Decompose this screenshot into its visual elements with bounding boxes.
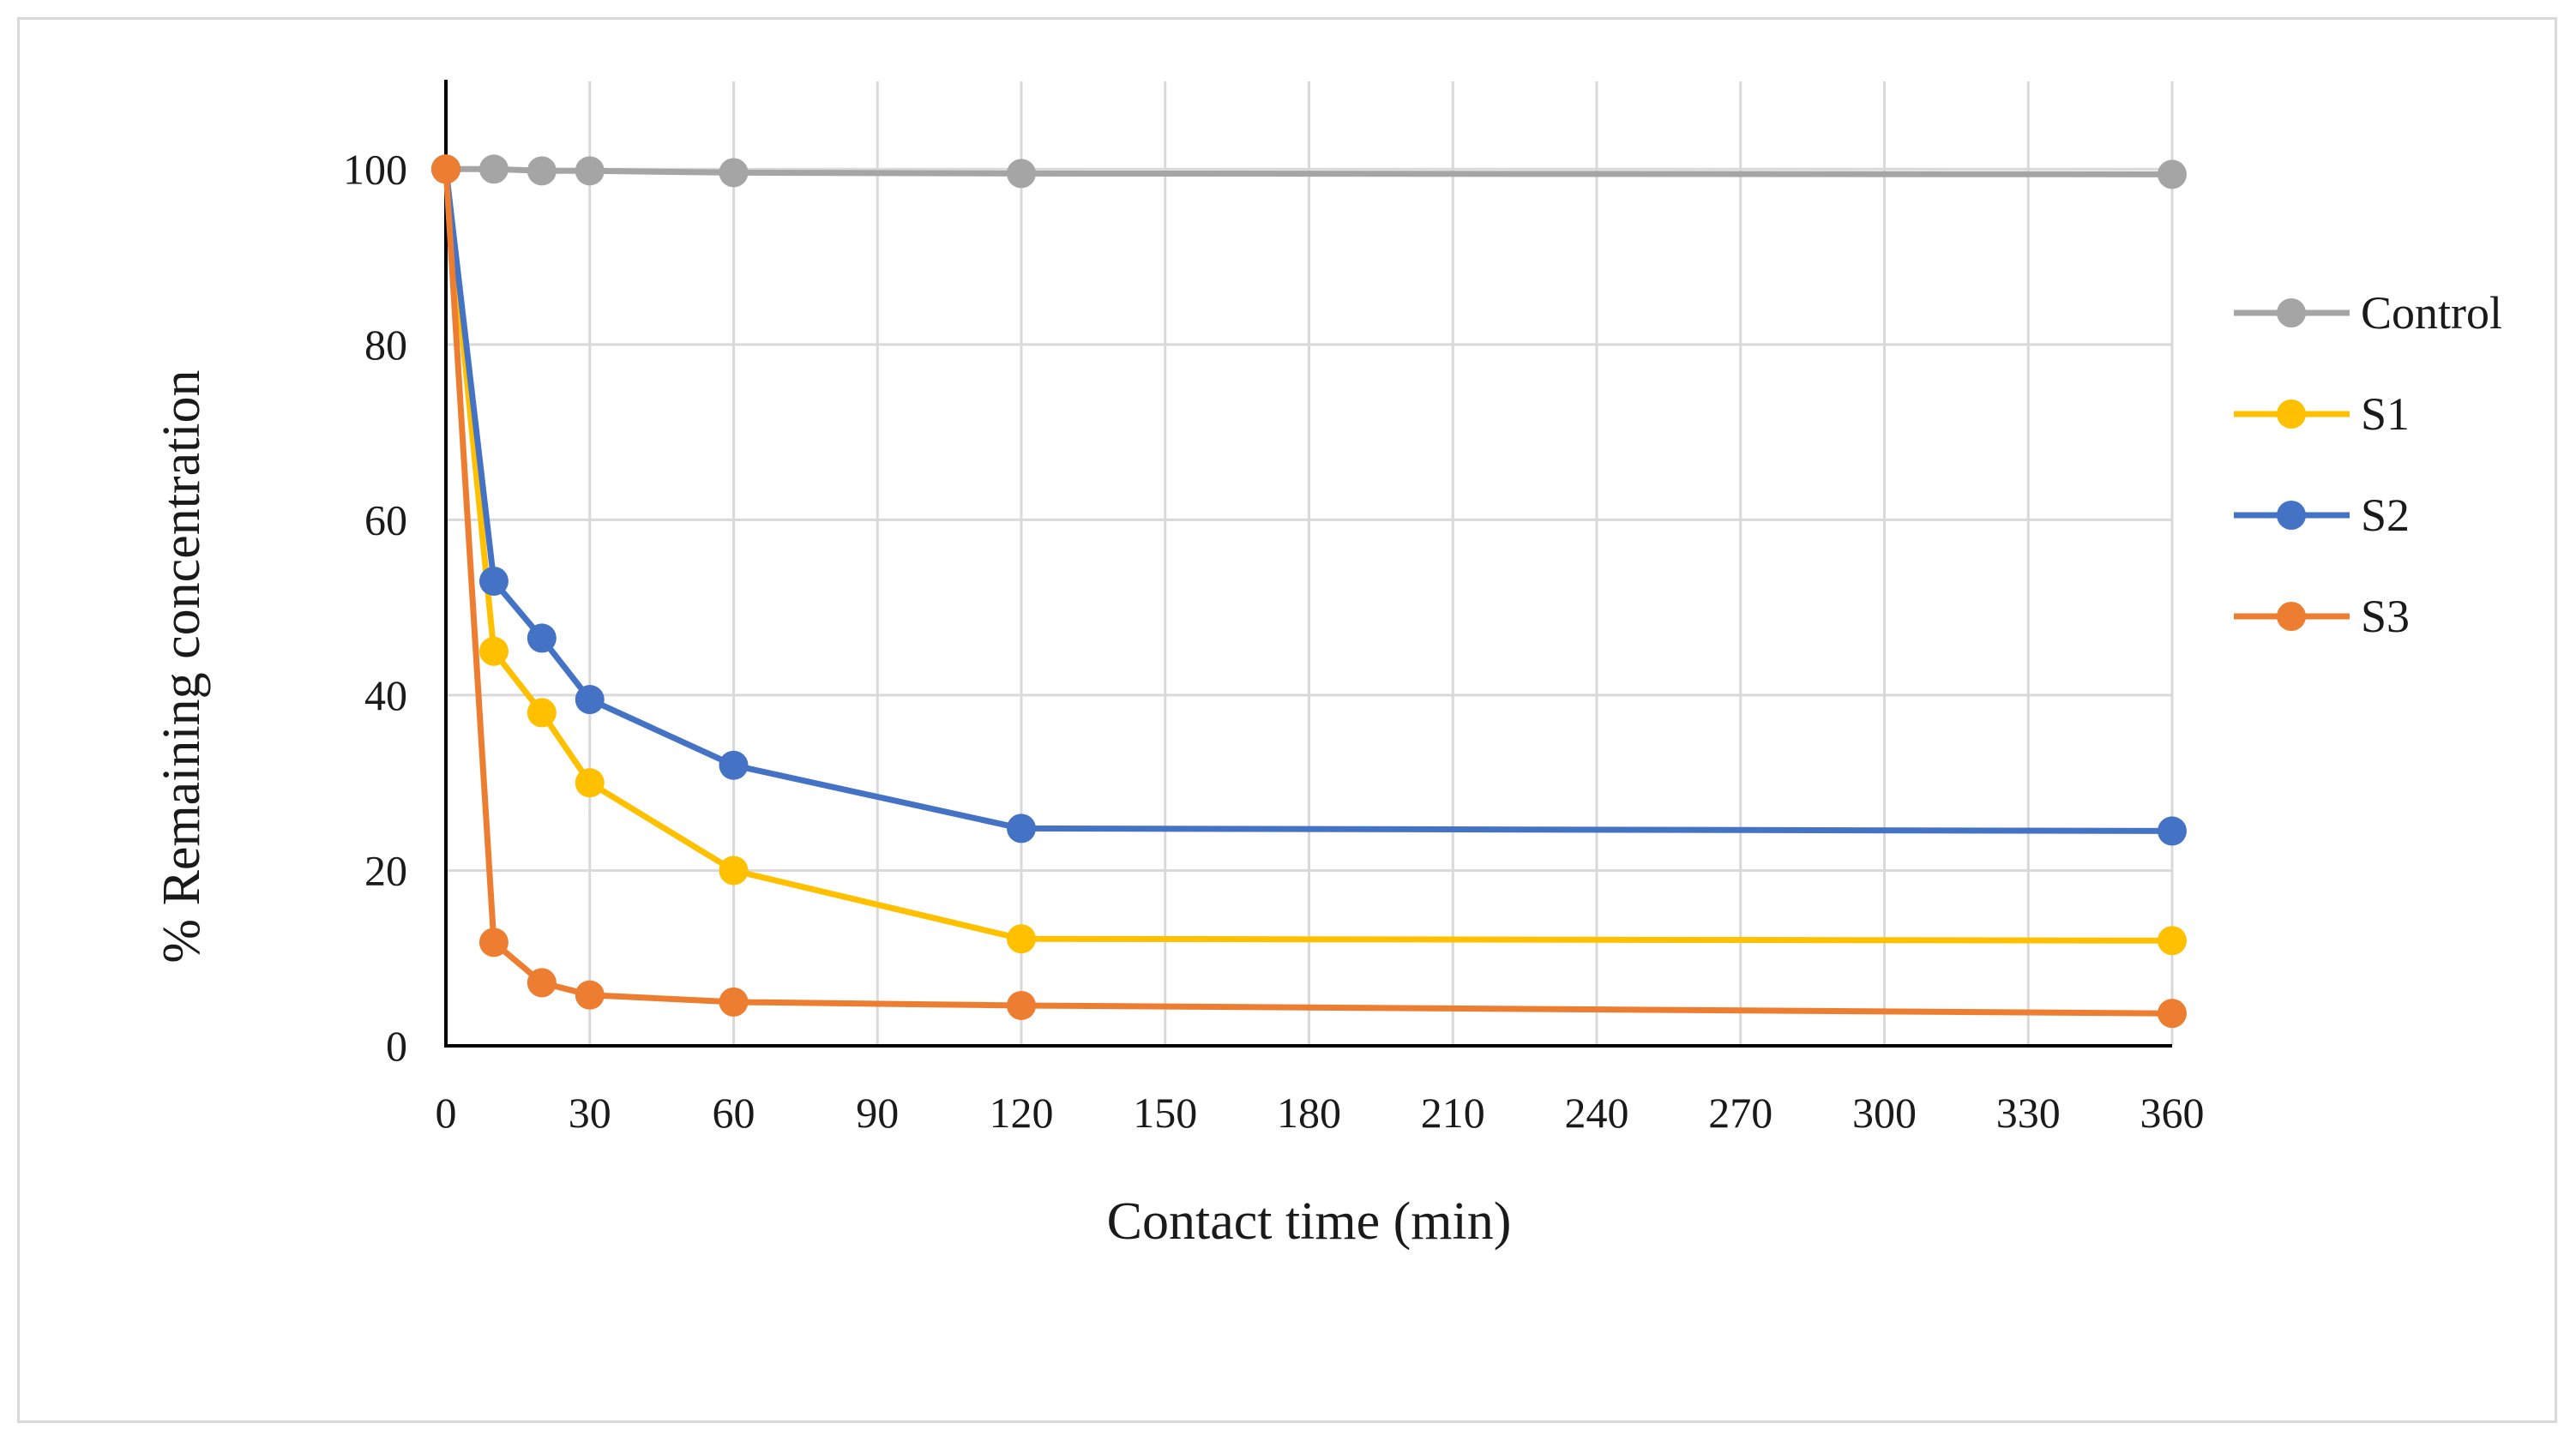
data-point-s2 <box>527 623 557 653</box>
x-tick-label: 240 <box>1565 1089 1629 1137</box>
legend: Control S1 S2 S3 <box>2234 287 2502 642</box>
data-point-s3 <box>575 980 605 1010</box>
legend-marker-control <box>2277 298 2306 327</box>
legend-marker-s3 <box>2277 602 2306 631</box>
y-tick-label: 60 <box>364 495 407 543</box>
legend-marker-s2 <box>2277 501 2306 530</box>
axes <box>444 80 2172 1048</box>
legend-item-s3: S3 <box>2234 591 2410 642</box>
data-point-s1 <box>719 856 749 886</box>
x-tick-label: 330 <box>1996 1089 2061 1137</box>
data-point-s3 <box>527 968 557 998</box>
x-tick-label: 360 <box>2140 1089 2205 1137</box>
x-tick-label: 60 <box>713 1089 755 1137</box>
x-tick-label: 210 <box>1421 1089 1485 1137</box>
data-point-s3 <box>431 154 460 184</box>
data-point-control <box>1007 159 1036 189</box>
x-tick-label: 300 <box>1852 1089 1917 1137</box>
data-point-control <box>719 158 749 188</box>
data-point-s3 <box>2158 999 2187 1029</box>
series-s1 <box>431 154 2187 956</box>
data-point-s3 <box>478 928 509 958</box>
data-point-s2 <box>478 566 509 596</box>
legend-label-s1: S1 <box>2361 388 2410 440</box>
legend-item-control: Control <box>2234 287 2502 339</box>
legend-item-s2: S2 <box>2234 489 2410 541</box>
series-s3 <box>431 154 2187 1029</box>
legend-label-s2: S2 <box>2361 489 2410 541</box>
data-point-control <box>527 156 557 186</box>
x-tick-label: 90 <box>856 1089 899 1137</box>
data-point-s3 <box>1007 990 1036 1020</box>
data-point-s1 <box>478 636 509 666</box>
y-axis-ticks: 0 20 40 60 80 100 <box>343 145 407 1070</box>
data-point-s2 <box>719 750 749 780</box>
x-tick-label: 30 <box>569 1089 611 1137</box>
y-tick-label: 100 <box>343 145 407 193</box>
data-point-s2 <box>575 685 605 715</box>
y-tick-label: 20 <box>364 846 407 894</box>
data-point-s3 <box>719 987 749 1017</box>
x-tick-label: 0 <box>436 1089 457 1137</box>
y-tick-label: 40 <box>364 671 407 719</box>
data-point-s1 <box>575 768 605 798</box>
y-tick-label: 0 <box>386 1022 407 1070</box>
gridlines <box>446 81 2174 1046</box>
data-point-control <box>478 154 509 184</box>
x-tick-label: 180 <box>1277 1089 1341 1137</box>
legend-label-control: Control <box>2361 287 2502 339</box>
x-tick-label: 150 <box>1133 1089 1197 1137</box>
data-point-s1 <box>1007 924 1036 954</box>
series <box>431 154 2187 1029</box>
x-axis-title: Contact time (min) <box>1107 1192 1512 1251</box>
legend-item-s1: S1 <box>2234 388 2410 440</box>
legend-label-s3: S3 <box>2361 591 2410 642</box>
x-axis-ticks: 0 30 60 90 120 150 180 210 240 270 300 330 360 <box>436 1089 2205 1137</box>
data-point-s2 <box>1007 814 1036 844</box>
y-tick-label: 80 <box>364 321 407 369</box>
chart-frame <box>17 17 2557 1423</box>
data-point-control <box>575 156 605 186</box>
data-point-s2 <box>2158 816 2187 846</box>
data-point-control <box>2158 159 2187 189</box>
data-point-s1 <box>527 698 557 728</box>
data-point-s1 <box>2158 926 2187 956</box>
y-axis-title: % Remaining concentration <box>153 369 211 963</box>
x-tick-label: 120 <box>990 1089 1054 1137</box>
legend-marker-s1 <box>2277 399 2306 429</box>
x-tick-label: 270 <box>1708 1089 1773 1137</box>
